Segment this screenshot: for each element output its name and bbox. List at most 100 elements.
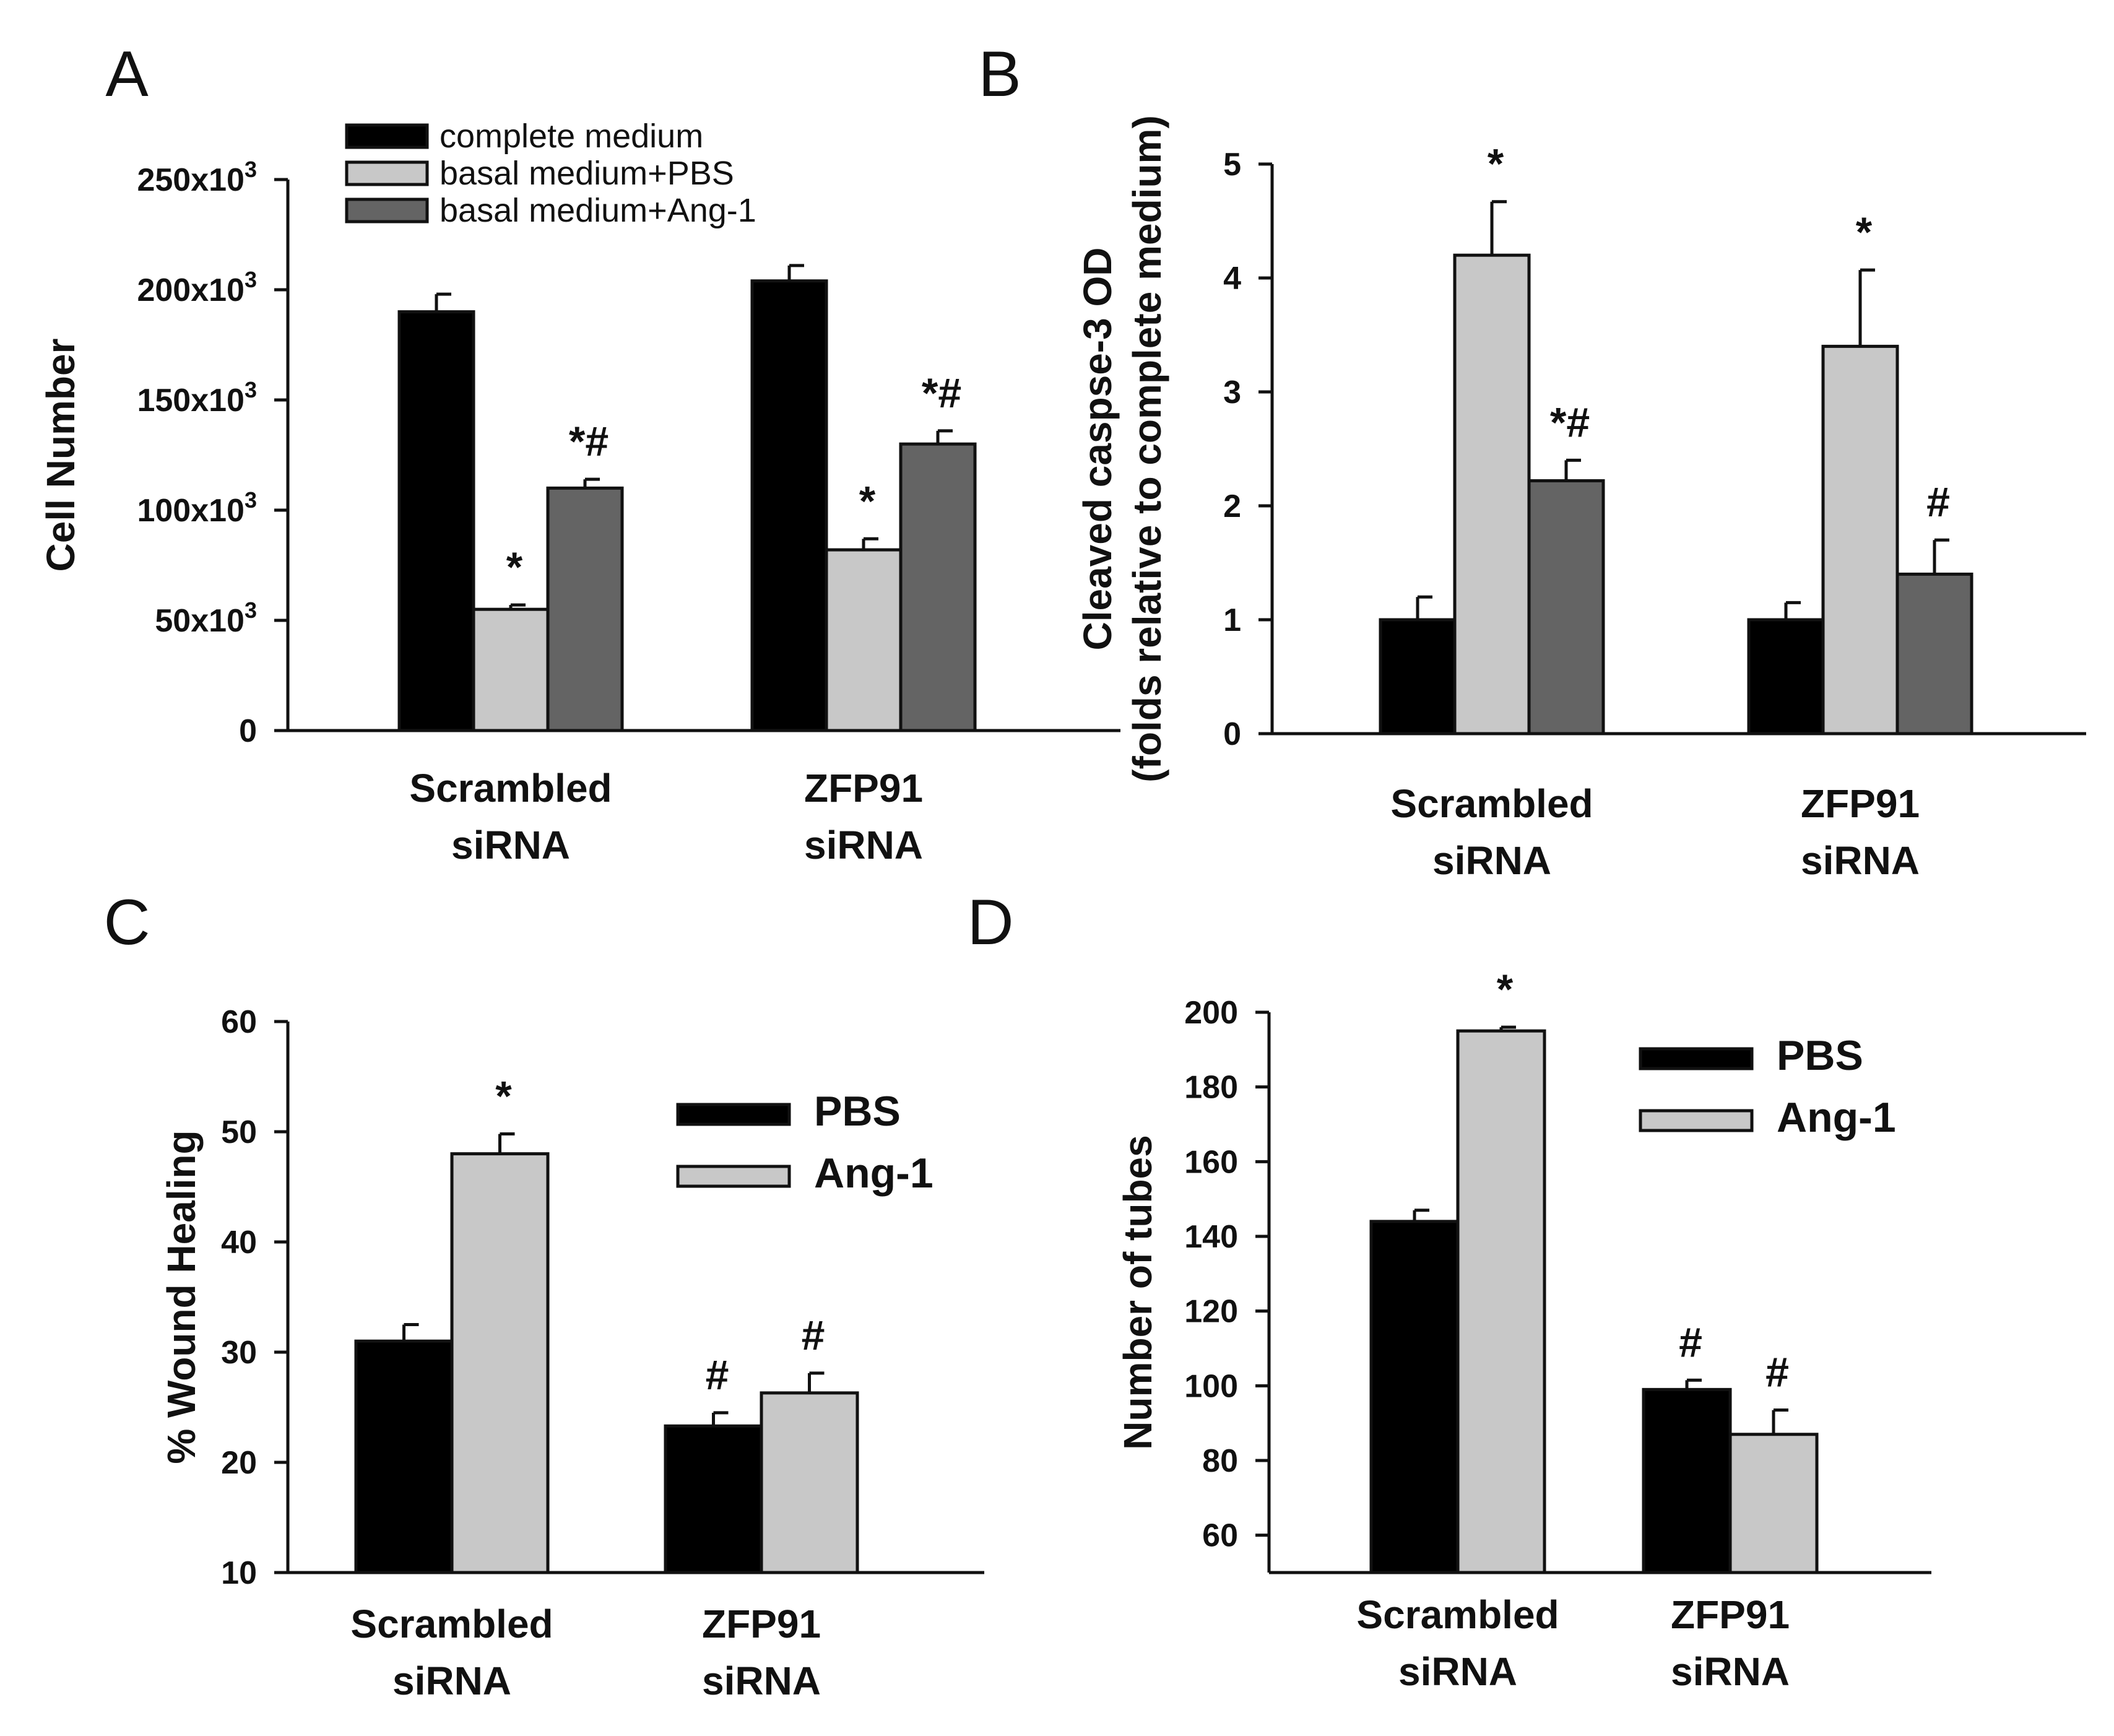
y-axis-label: Cell Number <box>38 339 83 572</box>
y-tick-label: 120 <box>1184 1294 1238 1330</box>
x-category-label: siRNA <box>1801 838 1920 883</box>
bar <box>1527 479 1605 736</box>
bar <box>825 548 903 732</box>
bar <box>760 1391 859 1574</box>
y-tick-label: 100 <box>1184 1368 1238 1404</box>
x-category-label: ZFP91 <box>702 1602 821 1646</box>
legend-label: Ang-1 <box>814 1150 934 1197</box>
panel-d: D 60 80 100 120 140 160 180 200 Number of tubes * S… <box>967 887 1931 1694</box>
significance-mark: * <box>495 1073 512 1120</box>
significance-mark: * <box>506 544 523 591</box>
legend-swatch <box>1639 1109 1754 1132</box>
x-category-label: Scrambled <box>350 1602 553 1646</box>
panel-letter: B <box>978 38 1021 110</box>
bar <box>1747 618 1825 736</box>
bar <box>450 1152 550 1574</box>
legend-swatch <box>345 160 429 186</box>
significance-mark: * <box>1497 966 1514 1013</box>
y-tick-label: 3 <box>1223 375 1241 410</box>
legend-swatch <box>345 123 429 149</box>
panel-b: B 0 1 2 3 4 5 Cleaved caspse-3 OD (folds relativ… <box>978 38 2086 883</box>
bar <box>1821 344 1899 736</box>
legend-label: complete medium <box>440 118 703 155</box>
x-category-label: siRNA <box>804 823 923 867</box>
y-tick-label: 60 <box>1202 1518 1238 1554</box>
legend: PBS Ang-1 <box>676 1088 934 1197</box>
y-tick-label: 80 <box>1202 1443 1238 1479</box>
significance-mark: * <box>1856 209 1873 256</box>
x-category-label: siRNA <box>1671 1649 1790 1694</box>
significance-mark: # <box>1679 1319 1702 1366</box>
y-axis-label: Cleaved caspse-3 OD <box>1075 248 1120 651</box>
x-category-label: ZFP91 <box>804 766 923 810</box>
y-tick-label: 140 <box>1184 1219 1238 1255</box>
bar <box>750 279 828 732</box>
legend-label: basal medium+PBS <box>440 155 734 192</box>
significance-mark: # <box>706 1352 729 1399</box>
bar <box>397 310 475 732</box>
bar <box>1369 1220 1460 1574</box>
panel-letter: C <box>103 887 150 958</box>
bar <box>546 486 624 732</box>
bar <box>472 607 550 732</box>
legend: PBS Ang-1 <box>1639 1032 1896 1141</box>
bar <box>354 1339 454 1574</box>
panel-a: A 0 50x103 100x103 150x103 200x103 250x103 Cell… <box>38 38 1120 867</box>
significance-mark: *# <box>569 418 609 465</box>
x-category-label: siRNA <box>392 1659 511 1703</box>
significance-mark: * <box>1488 141 1504 188</box>
bar <box>1379 618 1457 736</box>
bar <box>1642 1387 1732 1574</box>
y-tick-label: 200 <box>1184 995 1238 1031</box>
y-tick-label: 60 <box>221 1004 257 1040</box>
panel-c: C 10 20 30 40 50 60 % Wound Healing * Scrambled si… <box>103 887 984 1703</box>
significance-mark: # <box>802 1312 825 1359</box>
panel-letter: D <box>967 887 1013 958</box>
y-axis-label: % Wound Healing <box>159 1130 204 1464</box>
bar <box>899 442 977 732</box>
legend-label: basal medium+Ang-1 <box>440 192 756 229</box>
panel-letter: A <box>105 38 149 110</box>
legend-label: PBS <box>814 1088 901 1135</box>
y-axis-label: (folds relative to complete medium) <box>1125 115 1169 783</box>
x-category-label: siRNA <box>702 1659 821 1703</box>
legend-swatch <box>676 1103 791 1126</box>
y-tick-label: 30 <box>221 1335 257 1371</box>
y-tick-label: 100x103 <box>137 487 257 529</box>
y-tick-label: 180 <box>1184 1070 1238 1106</box>
x-category-label: siRNA <box>1432 838 1551 883</box>
y-tick-label: 40 <box>221 1225 257 1261</box>
y-tick-label: 0 <box>239 713 257 749</box>
y-tick-label: 50x103 <box>155 597 257 639</box>
significance-mark: *# <box>922 370 961 417</box>
bar <box>1453 253 1531 736</box>
significance-mark: * <box>859 477 876 524</box>
legend-label: PBS <box>1777 1032 1863 1079</box>
y-tick-label: 1 <box>1223 602 1241 638</box>
x-category-label: siRNA <box>451 823 570 867</box>
bar <box>1895 572 1973 736</box>
y-tick-label: 4 <box>1223 261 1241 297</box>
x-category-label: ZFP91 <box>1671 1592 1790 1637</box>
y-axis-label: Number of tubes <box>1115 1135 1160 1449</box>
legend-label: Ang-1 <box>1777 1094 1896 1141</box>
y-tick-label: 0 <box>1223 716 1241 752</box>
legend-swatch <box>345 197 429 224</box>
y-tick-label: 50 <box>221 1114 257 1150</box>
significance-mark: # <box>1926 479 1950 526</box>
significance-mark: # <box>1765 1349 1789 1396</box>
bar <box>664 1424 763 1574</box>
legend-swatch <box>1639 1047 1754 1070</box>
y-tick-label: 200x103 <box>137 267 257 308</box>
y-tick-label: 250x103 <box>137 157 257 198</box>
y-tick-label: 2 <box>1223 488 1241 524</box>
x-category-label: Scrambled <box>1356 1592 1559 1637</box>
x-category-label: ZFP91 <box>1801 781 1920 826</box>
bar <box>1456 1029 1546 1574</box>
x-category-label: Scrambled <box>409 766 612 810</box>
y-tick-label: 5 <box>1223 147 1241 183</box>
y-tick-label: 160 <box>1184 1144 1238 1180</box>
x-category-label: Scrambled <box>1390 781 1593 826</box>
